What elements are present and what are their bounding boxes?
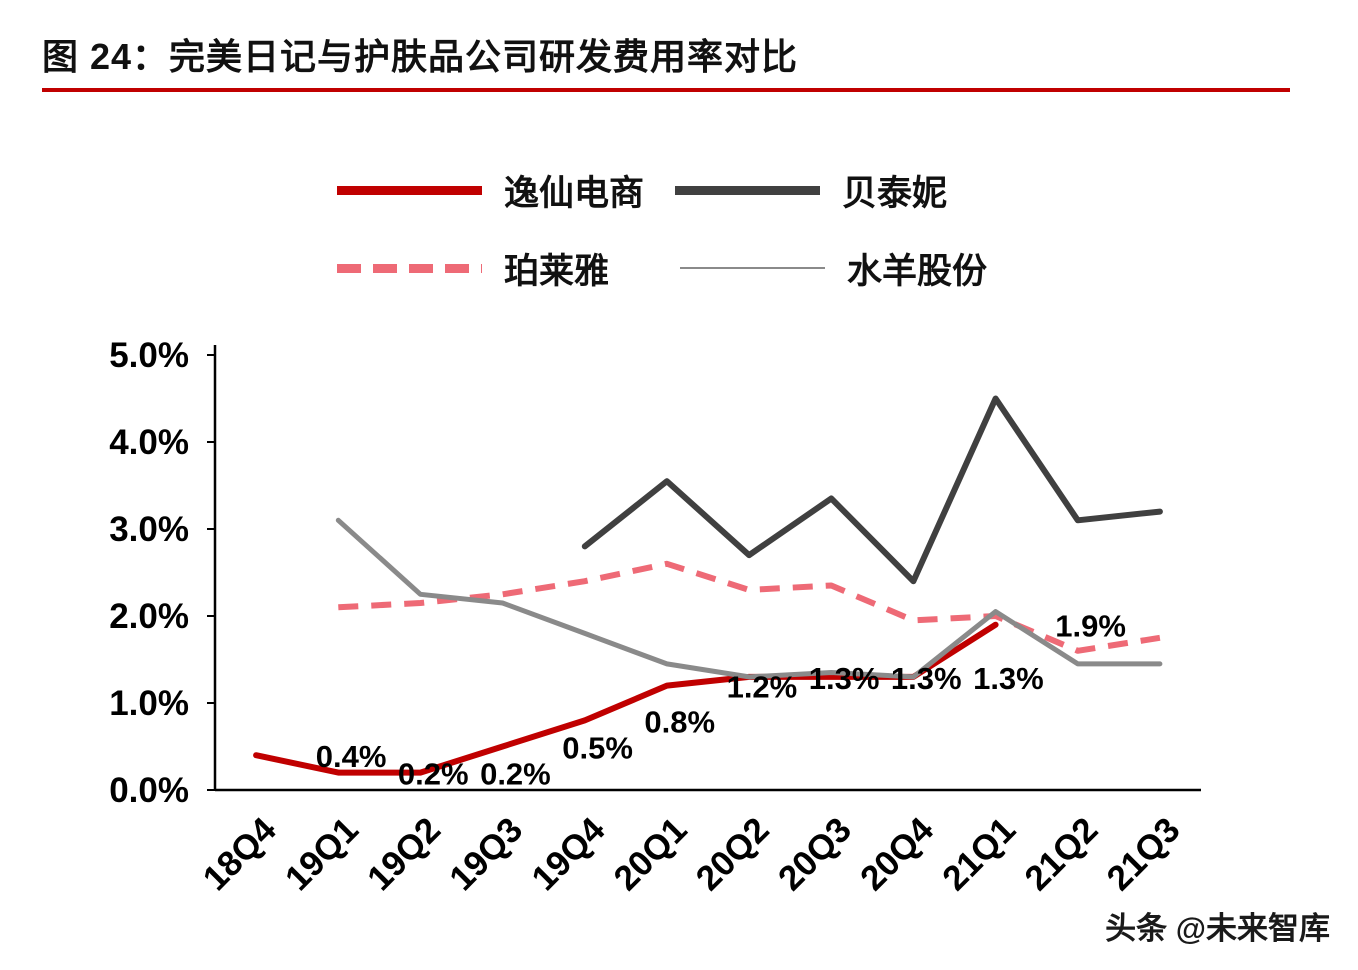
x-tick-label: 19Q4 [524,810,612,898]
figure-title: 图 24：完美日记与护肤品公司研发费用率对比 [42,36,799,77]
y-tick-label: 1.0% [109,684,189,723]
watermark: 头条 @未来智库 [1105,911,1330,946]
x-tick-label: 19Q2 [360,810,448,898]
legend-label: 珀莱雅 [504,251,610,291]
legend-label: 逸仙电商 [504,173,645,213]
x-tick-label: 20Q2 [689,810,777,898]
legend-line-swatch-red-solid [337,185,482,195]
x-tick-label: 20Q3 [771,810,859,898]
series-line-水羊股份 [335,517,1163,680]
legend-item-syoung: 水羊股份 [680,246,987,291]
x-tick-label: 18Q4 [196,810,284,898]
y-tick-label: 0.0% [109,771,189,810]
y-tick-label: 2.0% [109,597,189,636]
data-label: 1.3% [809,661,880,696]
x-tick-label: 21Q2 [1017,810,1105,898]
legend-item-proya: 珀莱雅 [337,246,609,291]
data-label: 1.2% [727,670,798,705]
series-line-贝泰妮 [581,395,1163,585]
data-label: 1.9% [1055,609,1126,644]
data-label: 1.3% [891,661,962,696]
legend-line-swatch-dark-solid [675,185,820,195]
y-tick-label: 4.0% [109,423,189,462]
legend-line-swatch-gray-thin [680,267,825,269]
data-label: 0.2% [480,757,551,792]
title-underline [42,88,1290,92]
legend-label: 贝泰妮 [842,173,948,213]
x-tick-label: 19Q1 [278,810,366,898]
x-tick-label: 20Q1 [606,810,694,898]
legend-item-yixian-ecommerce: 逸仙电商 [337,168,644,213]
x-tick-label: 20Q4 [853,810,941,898]
data-label: 0.2% [398,757,469,792]
legend-item-botanee: 贝泰妮 [675,168,947,213]
legend-line-swatch-pink-dashed [337,263,482,273]
y-tick-label: 3.0% [109,510,189,549]
x-tick-label: 19Q3 [442,810,530,898]
y-tick-label: 5.0% [109,336,189,375]
legend-label: 水羊股份 [847,251,988,291]
x-tick-label: 21Q3 [1099,810,1187,898]
data-label: 1.3% [973,661,1044,696]
data-label: 0.5% [562,731,633,766]
data-label: 0.4% [316,739,387,774]
data-label: 0.8% [644,704,715,739]
x-tick-label: 21Q1 [935,810,1023,898]
